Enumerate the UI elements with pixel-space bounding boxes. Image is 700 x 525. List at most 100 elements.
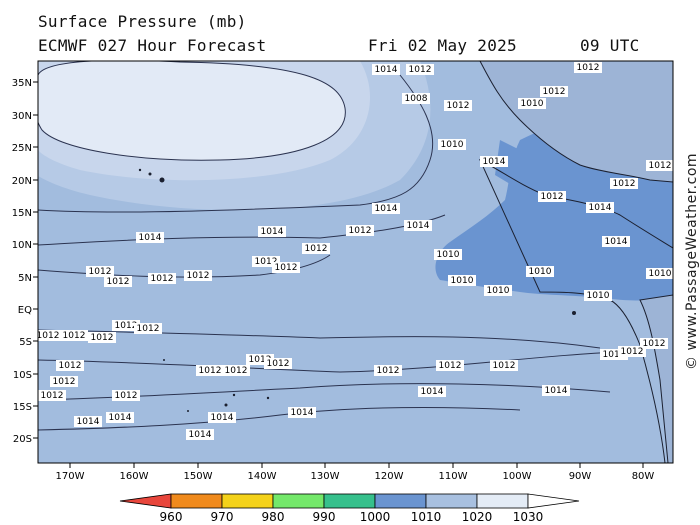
isobar-1012-south: [38, 329, 601, 349]
lat-label: 35N: [12, 78, 32, 89]
south-america-land: [639, 294, 673, 463]
isobar-label: 1014: [139, 233, 162, 243]
isobar-label: 1014: [545, 386, 568, 396]
isobar-label: 1012: [63, 331, 86, 341]
isobar-label: 1012: [137, 324, 160, 334]
lon-label: 170W: [56, 471, 85, 482]
lat-label: 15N: [12, 208, 32, 219]
longitude-axis: 170W 160W 150W 140W 130W 120W 110W 100W …: [56, 463, 654, 482]
isobar-label: 1014: [375, 204, 398, 214]
lat-label: 20N: [12, 176, 32, 187]
colorbar-segment: [323, 493, 376, 509]
isobar-label: 1014: [109, 413, 132, 423]
colorbar-segment: [170, 493, 223, 509]
isobar-label: 1010: [649, 269, 672, 279]
isobar-label: 1012: [275, 263, 298, 273]
colorbar: [119, 493, 580, 509]
colorbar-segment: [425, 493, 478, 509]
isobar-label: 1010: [441, 140, 464, 150]
isobar-label: 1008: [405, 94, 428, 104]
isobar-label: 1014: [605, 237, 628, 247]
high-pressure-core: [38, 61, 346, 161]
lat-label: 5N: [18, 273, 32, 284]
isobar-label: 1014: [589, 203, 612, 213]
isobar-label: 1010: [529, 267, 552, 277]
isobar-label: 1014: [77, 417, 100, 427]
hawaii-island: [138, 168, 142, 172]
isobar-label: 1012: [377, 366, 400, 376]
isobar-label: 1012: [409, 65, 432, 75]
isobar-label: 1012: [543, 87, 566, 97]
isobar-label: 1014: [375, 65, 398, 75]
watermark-text: © www.PassageWeather.com: [684, 152, 700, 370]
colorbar-label: 970: [211, 510, 234, 524]
pacific-island: [224, 403, 228, 407]
isobar-label: 1012: [305, 244, 328, 254]
lon-label: 120W: [375, 471, 404, 482]
lat-label: EQ: [18, 305, 32, 316]
colorbar-segment: [527, 493, 580, 509]
pacific-island: [266, 396, 270, 400]
colorbar-segment: [374, 493, 427, 509]
colorbar-segment: [119, 493, 172, 509]
pacific-island: [163, 359, 165, 361]
isobar-label: 1010: [587, 291, 610, 301]
isobar-label: 1014: [407, 221, 430, 231]
lon-label: 110W: [439, 471, 468, 482]
isobar-labels: 1014 1014 1014 1012 1012 1014 1012 1012 …: [38, 62, 673, 440]
lat-label: 10N: [12, 240, 32, 251]
lat-label: 10S: [13, 370, 32, 381]
lon-label: 150W: [184, 471, 213, 482]
watermark: © www.PassageWeather.com: [682, 150, 700, 370]
colorbar-label: 990: [313, 510, 336, 524]
map-area: 1014 1014 1014 1012 1012 1014 1012 1012 …: [38, 61, 673, 463]
isobar-1014-far-south: [38, 407, 521, 431]
map-frame: [37, 60, 674, 464]
isobar-label: 1012: [199, 366, 222, 376]
lat-label: 20S: [13, 434, 32, 445]
lon-label: 90W: [569, 471, 592, 482]
model-forecast-label: ECMWF 027 Hour Forecast: [38, 36, 267, 55]
lat-label: 25N: [12, 143, 32, 154]
isobar-label: 1012: [439, 361, 462, 371]
lon-label: 100W: [503, 471, 532, 482]
colorbar-label: 960: [160, 510, 183, 524]
hawaii-island: [159, 177, 165, 183]
isobar-label: 1012: [447, 101, 470, 111]
isobar-label: 1014: [261, 227, 284, 237]
isobar-label: 1012: [89, 267, 112, 277]
colorbar-label: 1020: [462, 510, 493, 524]
isobar-label: 1014: [421, 387, 444, 397]
isobar-label: 1012: [115, 321, 138, 331]
isobar-label: 1012: [225, 366, 248, 376]
isobar-label: 1012: [621, 347, 644, 357]
isobar-1014-north: [38, 74, 434, 213]
colorbar-label: 1010: [411, 510, 442, 524]
isobar-label: 1012: [151, 274, 174, 284]
lat-label: 15S: [13, 402, 32, 413]
isobar-label: 1014: [291, 408, 314, 418]
lon-label: 160W: [120, 471, 149, 482]
galapagos-island: [572, 311, 576, 315]
island-markers: [138, 168, 576, 412]
isobar-label: 1014: [483, 157, 506, 167]
colorbar-segment: [221, 493, 274, 509]
valid-time: 09 UTC: [580, 36, 640, 55]
isobar-label: 1010: [451, 276, 474, 286]
colorbar-label: 980: [262, 510, 285, 524]
isobar-label: 1010: [437, 250, 460, 260]
isobar-label: 1012: [53, 377, 76, 387]
isobar-label: 1012: [603, 350, 626, 360]
colorbar-segment: [476, 493, 529, 509]
chart-title: Surface Pressure (mb): [38, 12, 247, 31]
lat-label: 30N: [12, 111, 32, 122]
isobar-label: 1012: [541, 192, 564, 202]
colorbar-labels: 960 970 980 990 1000 1010 1020 1030: [160, 510, 544, 524]
isobar-label: 1012: [493, 361, 516, 371]
colorbar-segment: [272, 493, 325, 509]
isobar-label: 1012: [267, 359, 290, 369]
lon-label: 140W: [248, 471, 277, 482]
isobar-lines: [38, 74, 621, 431]
valid-date: Fri 02 May 2025: [368, 36, 517, 55]
lat-label: 5S: [19, 337, 32, 348]
